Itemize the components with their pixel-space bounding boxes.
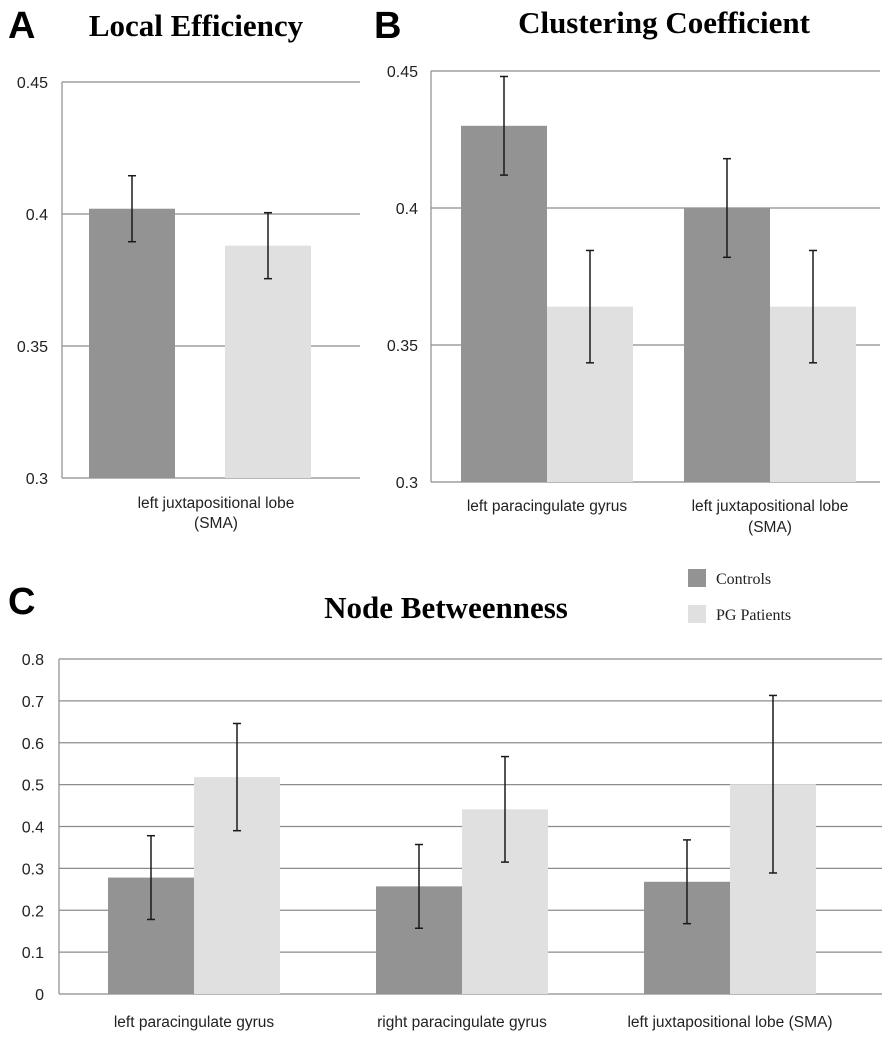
legend-swatch-patients <box>688 605 706 623</box>
y-tick-label: 0.6 <box>22 736 44 753</box>
category-label: left paracingulate gyrus <box>467 498 628 515</box>
panel-label-a: A <box>8 5 35 47</box>
chart-node-betweenness: 0 0.1 0.2 0.3 0.4 0.5 0.6 0.7 0.8 left paracingul… <box>22 652 882 1031</box>
y-tick-label: 0 <box>35 987 44 1004</box>
y-tick-label: 0.1 <box>22 945 44 962</box>
category-label: left juxtapositional lobe <box>138 495 295 512</box>
y-tick-label: 0.4 <box>26 207 48 224</box>
chart-title-a: Local Efficiency <box>89 8 304 43</box>
panel-label-c: C <box>8 581 35 623</box>
legend-label-controls: Controls <box>716 571 771 588</box>
y-tick-label: 0.35 <box>17 339 48 356</box>
chart-clustering-coefficient: 0.3 0.35 0.4 0.45 left paracingulate gyrus le… <box>387 64 880 536</box>
y-tick-label: 0.35 <box>387 338 418 355</box>
legend-label-patients: PG Patients <box>716 607 791 624</box>
y-tick-label: 0.45 <box>387 64 418 81</box>
chart-local-efficiency: 0.3 0.35 0.4 0.45 left juxtapositional lobe (… <box>17 75 360 532</box>
y-tick-label: 0.3 <box>26 471 48 488</box>
bar-controls <box>89 208 175 478</box>
y-tick-label: 0.3 <box>22 861 44 878</box>
legend-swatch-controls <box>688 569 706 587</box>
bar-controls <box>461 125 547 483</box>
y-tick-label: 0.7 <box>22 694 44 711</box>
y-tick-label: 0.45 <box>17 75 48 92</box>
y-tick-label: 0.8 <box>22 652 44 669</box>
chart-title-c: Node Betweenness <box>324 590 568 625</box>
legend: Controls PG Patients <box>688 569 791 624</box>
y-tick-label: 0.3 <box>396 475 418 492</box>
category-label: left paracingulate gyrus <box>114 1014 275 1031</box>
y-tick-label: 0.4 <box>22 820 44 837</box>
y-tick-label: 0.5 <box>22 778 44 795</box>
category-label: left juxtapositional lobe (SMA) <box>627 1014 832 1031</box>
category-label: left juxtapositional lobe <box>692 498 849 515</box>
panel-label-b: B <box>374 5 401 47</box>
chart-title-b: Clustering Coefficient <box>518 5 811 40</box>
bar-patients <box>225 245 311 478</box>
category-label: (SMA) <box>194 515 238 532</box>
category-label: right paracingulate gyrus <box>377 1014 547 1031</box>
y-tick-label: 0.2 <box>22 903 44 920</box>
category-label: (SMA) <box>748 519 792 536</box>
y-tick-label: 0.4 <box>396 201 418 218</box>
